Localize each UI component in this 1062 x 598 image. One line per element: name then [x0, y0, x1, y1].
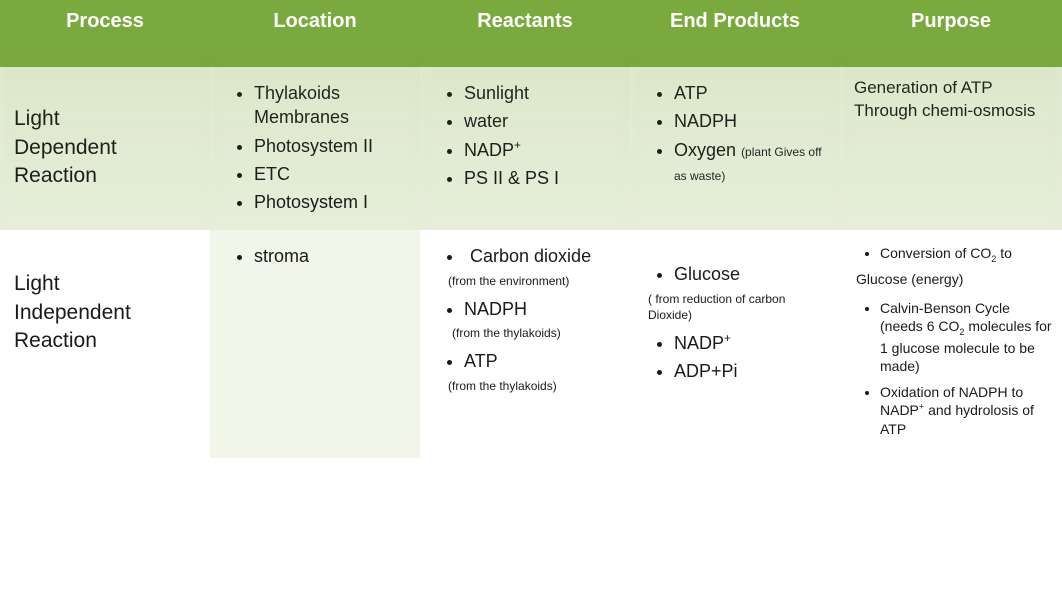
nadp-text: NADP [674, 333, 724, 353]
reactants-list-3: ATP [434, 349, 620, 373]
purpose-line: Generation of ATP [854, 77, 1052, 100]
lir-end-products: Glucose ( from reduction of carbon Dioxi… [630, 230, 840, 457]
header-text: End Products [670, 10, 800, 32]
reactant-note: (from the thylakoids) [448, 378, 620, 394]
col-header-reactants: Reactants [420, 0, 630, 67]
ldr-location: Thylakoids Membranes Photosystem II ETC … [210, 67, 420, 230]
location-list: stroma [224, 244, 410, 268]
table-grid: Process Location Reactants End Products … [0, 0, 1062, 458]
purpose-list: Conversion of CO2 to [854, 244, 1052, 266]
list-item: Conversion of CO2 to [880, 244, 1052, 266]
reactants-list: Sunlight water NADP+ PS II & PS I [434, 81, 620, 190]
oxygen-text: Oxygen [674, 140, 736, 160]
ldr-purpose: Generation of ATP Through chemi-osmosis [840, 67, 1062, 230]
nadp-text: NADP [464, 140, 514, 160]
list-item: Carbon dioxide [464, 244, 620, 268]
header-text: Purpose [911, 10, 991, 32]
list-item: Oxidation of NADPH to NADP+ and hydrolos… [880, 383, 1052, 438]
header-text: Process [66, 10, 144, 32]
lir-purpose: Conversion of CO2 to Glucose (energy) Ca… [840, 230, 1062, 457]
list-item: NADPH [674, 109, 830, 133]
list-item: PS II & PS I [464, 166, 620, 190]
photosynthesis-comparison-table: Process Location Reactants End Products … [0, 0, 1062, 598]
process-line: Dependent [14, 134, 117, 162]
reactant-note: (from the thylakoids) [452, 325, 620, 341]
co2-conv-pre: Conversion of CO [880, 245, 991, 261]
end-products-list-2: NADP+ ADP+Pi [644, 331, 830, 384]
list-item: ADP+Pi [674, 359, 830, 383]
reactant-note: (from the environment) [448, 273, 620, 289]
process-line: Independent [14, 299, 131, 327]
end-products-list: Glucose [644, 262, 830, 286]
list-item: ETC [254, 162, 410, 186]
glucose-energy-line: Glucose (energy) [856, 270, 1052, 289]
reactants-list: Carbon dioxide [434, 244, 620, 268]
end-products-list: ATP NADPH Oxygen (plant Gives off as was… [644, 81, 830, 186]
list-item: Thylakoids Membranes [254, 81, 410, 130]
list-item: NADPH [464, 297, 620, 321]
lir-process: Light Independent Reaction [0, 230, 210, 457]
process-line: Light [14, 105, 117, 133]
list-item: Oxygen (plant Gives off as waste) [674, 138, 830, 187]
superscript-plus: + [724, 332, 731, 345]
list-item: ATP [464, 349, 620, 373]
col-header-end-products: End Products [630, 0, 840, 67]
list-item: stroma [254, 244, 410, 268]
list-item: Glucose [674, 262, 830, 286]
list-item: Photosystem I [254, 190, 410, 214]
lir-location: stroma [210, 230, 420, 457]
reactants-list-2: NADPH [434, 297, 620, 321]
ldr-process: Light Dependent Reaction [0, 67, 210, 230]
list-item: NADP+ [674, 331, 830, 355]
ldr-reactants: Sunlight water NADP+ PS II & PS I [420, 67, 630, 230]
process-line: Reaction [14, 162, 117, 190]
co2-conv-mid: to [996, 245, 1012, 261]
process-line: Light [14, 270, 131, 298]
ldr-end-products: ATP NADPH Oxygen (plant Gives off as was… [630, 67, 840, 230]
process-line: Reaction [14, 327, 131, 355]
location-list: Thylakoids Membranes Photosystem II ETC … [224, 81, 410, 214]
header-text-tail: on [332, 10, 356, 32]
list-item: ATP [674, 81, 830, 105]
list-item: NADP+ [464, 138, 620, 162]
col-header-location: Location [210, 0, 420, 67]
purpose-line: Through chemi-osmosis [854, 100, 1052, 123]
bottom-fade [0, 574, 1062, 598]
list-item: Sunlight [464, 81, 620, 105]
list-item: Calvin-Benson Cycle (needs 6 CO2 molecul… [880, 299, 1052, 375]
col-header-process: Process [0, 0, 210, 67]
col-header-purpose: Purpose [840, 0, 1062, 67]
superscript-plus: + [514, 139, 521, 152]
purpose-list-2: Calvin-Benson Cycle (needs 6 CO2 molecul… [854, 299, 1052, 438]
list-item: Photosystem II [254, 134, 410, 158]
header-text: Reactants [477, 10, 573, 32]
lir-reactants: Carbon dioxide (from the environment) NA… [420, 230, 630, 457]
header-text-pre: Locat [273, 10, 326, 32]
glucose-note: ( from reduction of carbon Dioxide) [648, 291, 830, 323]
list-item: water [464, 109, 620, 133]
